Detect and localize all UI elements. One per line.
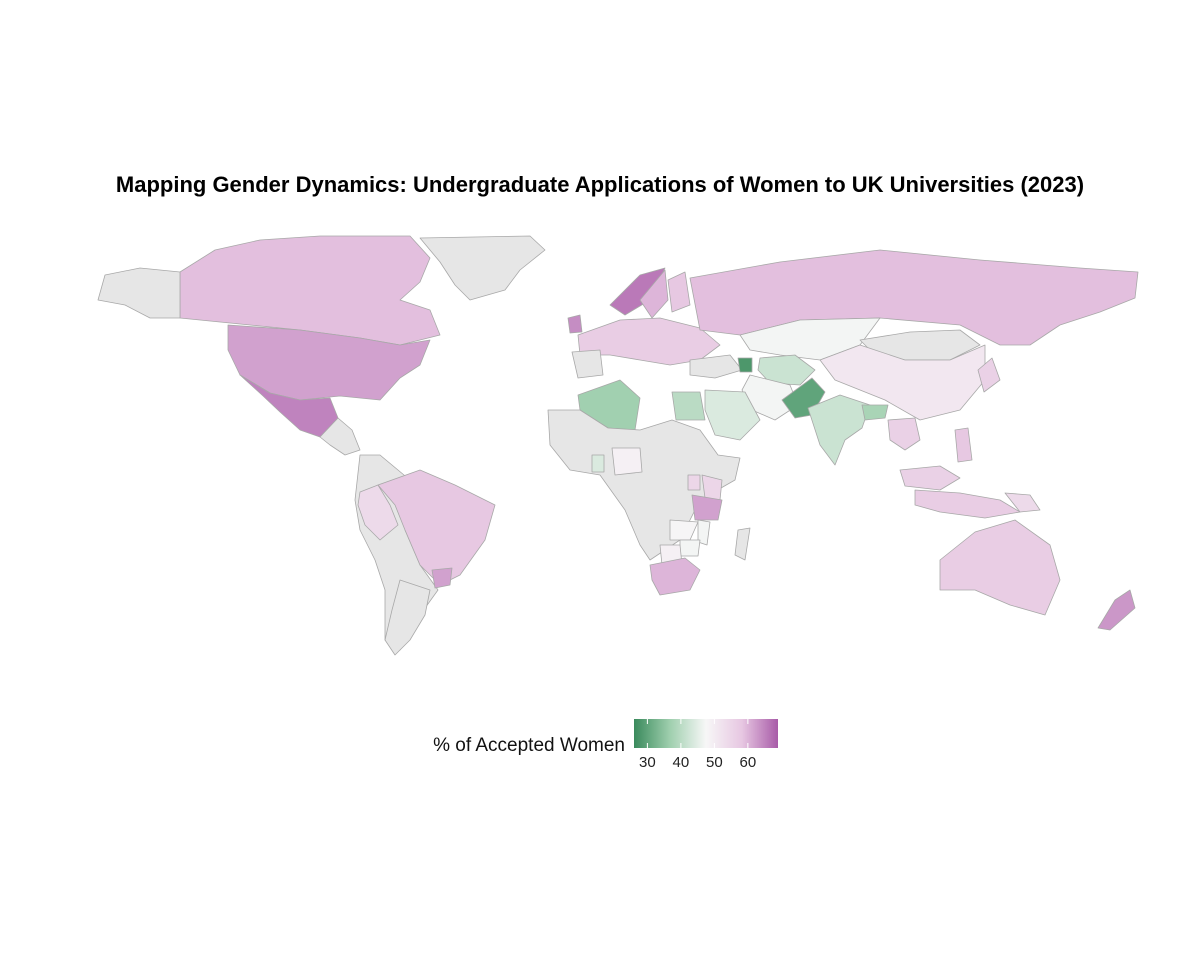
country-south-africa bbox=[649, 557, 701, 596]
country-central-america-other- bbox=[319, 417, 361, 456]
country-ghana bbox=[591, 454, 605, 473]
country-argentina bbox=[384, 579, 431, 656]
country-new-zealand bbox=[1097, 589, 1136, 631]
legend-tick-label: 30 bbox=[639, 754, 656, 771]
country-india bbox=[807, 394, 871, 466]
country-malawi bbox=[697, 519, 711, 546]
country-madagascar bbox=[734, 527, 751, 561]
country-malaysia bbox=[899, 465, 961, 491]
country-china bbox=[819, 344, 986, 421]
legend-tick-label: 50 bbox=[706, 754, 723, 771]
country-zambia bbox=[669, 519, 699, 541]
country-canada bbox=[179, 235, 441, 346]
country-thailand-vietnam bbox=[887, 417, 921, 451]
country-peru bbox=[357, 484, 399, 541]
country-united-kingdom bbox=[567, 314, 583, 334]
country-iberia bbox=[571, 349, 604, 379]
country-shapes bbox=[97, 235, 1139, 656]
country-nigeria bbox=[611, 447, 643, 476]
country-egypt bbox=[671, 391, 706, 421]
country-philippines bbox=[954, 427, 973, 463]
country-greenland bbox=[419, 235, 546, 301]
legend-colorbar bbox=[634, 719, 778, 748]
legend-tick-label: 60 bbox=[739, 754, 757, 771]
legend-tick-label: 40 bbox=[672, 754, 690, 771]
country-bangladesh bbox=[861, 404, 889, 421]
country-azerbaijan bbox=[737, 357, 753, 373]
country-alaska bbox=[97, 267, 181, 319]
country-australia bbox=[939, 519, 1061, 616]
country-brazil bbox=[377, 469, 496, 586]
country-zimbabwe bbox=[679, 539, 701, 557]
country-uruguay bbox=[431, 567, 453, 589]
country-tanzania bbox=[691, 494, 723, 521]
country-finland bbox=[667, 271, 691, 313]
country-turkey-caucasus bbox=[689, 354, 743, 379]
country-japan bbox=[977, 357, 1001, 393]
country-saudi-arabia bbox=[704, 389, 761, 441]
country-indonesia bbox=[914, 489, 1021, 519]
country-papua-new-guinea bbox=[1004, 492, 1041, 513]
country-sweden bbox=[639, 269, 669, 319]
country-turkmenistan-uzbekistan bbox=[757, 354, 816, 386]
country-uganda bbox=[687, 474, 701, 491]
country-iran bbox=[741, 374, 799, 421]
chart-title: Mapping Gender Dynamics: Undergraduate A… bbox=[115, 172, 1085, 197]
legend-title: % of Accepted Women bbox=[433, 735, 625, 756]
